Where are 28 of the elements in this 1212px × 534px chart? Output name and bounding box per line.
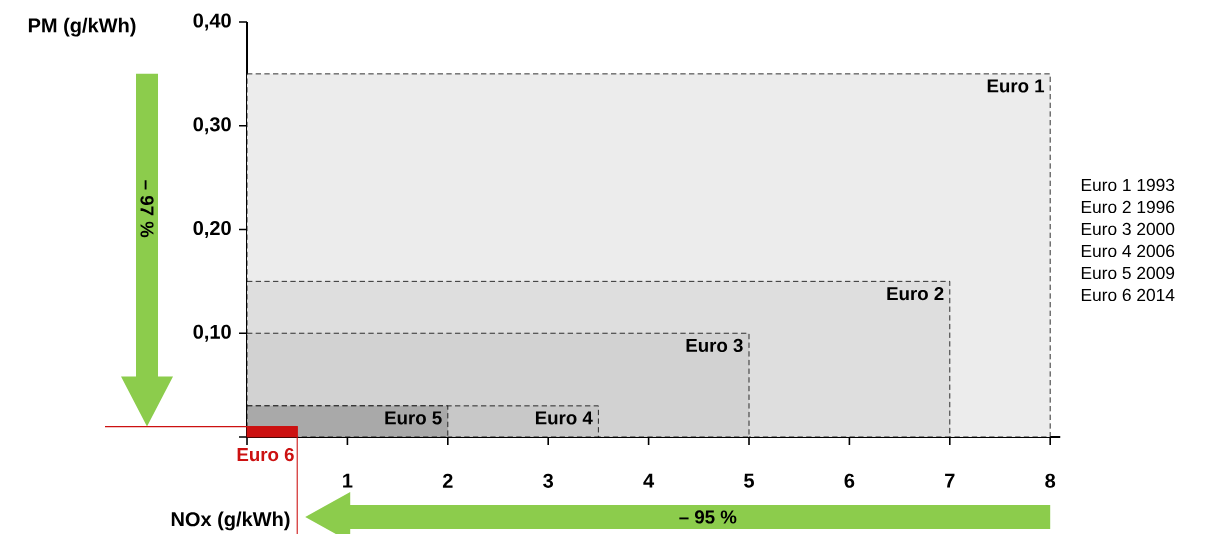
- y-tick-label: 0,30: [193, 117, 231, 135]
- y-tick-label: 0,20: [193, 220, 231, 239]
- text: Euro 5 2009: [1081, 266, 1175, 280]
- text: – 95 %: [679, 510, 737, 524]
- text: Euro 1 1993: [1081, 178, 1175, 192]
- x-axis-title: NOx (g/kWh): [171, 511, 290, 531]
- x-tick-label: 3: [543, 473, 554, 488]
- x-tick-label: 1: [343, 473, 353, 488]
- x-tick-label: 5: [744, 473, 754, 488]
- series-label: Euro 5: [385, 411, 442, 425]
- x-tick-label: 7: [945, 473, 955, 488]
- series-label: Euro 1: [987, 79, 1045, 93]
- series-label: Euro 2: [887, 286, 944, 301]
- x-tick-label: 2: [442, 473, 453, 488]
- text: Euro 6 2014: [1081, 288, 1175, 302]
- series-label: Euro 3: [686, 338, 743, 353]
- y-tick-label: 0,10: [193, 324, 231, 342]
- x-tick-label: 8: [1045, 473, 1056, 488]
- text: Euro 2 1996: [1081, 200, 1175, 214]
- y-axis-title: PM (g/kWh): [28, 17, 136, 37]
- series-label: Euro 6: [237, 447, 294, 462]
- y-tick-label: 0,40: [193, 13, 231, 31]
- text: Euro 4 2006: [1081, 244, 1175, 258]
- x-tick-label: 4: [643, 473, 655, 488]
- text: Euro 3 2000: [1081, 222, 1175, 236]
- x-tick-label: 6: [844, 473, 855, 488]
- text: – 97 %: [140, 180, 154, 238]
- series-label: Euro 4: [535, 411, 593, 425]
